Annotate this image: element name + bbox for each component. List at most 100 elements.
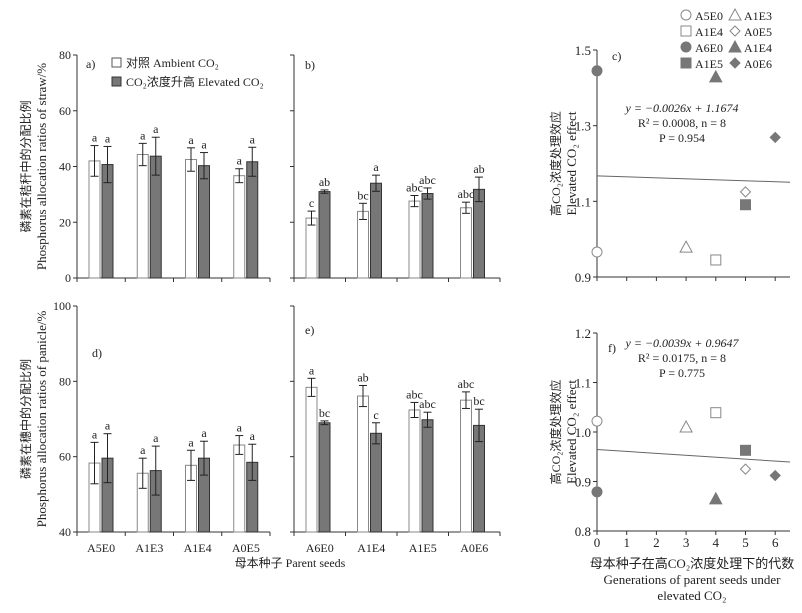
legend-label: A1E3 — [744, 9, 772, 23]
y-tick-label: 0.9 — [575, 270, 591, 285]
y-tick-label: 60 — [59, 104, 71, 118]
bar — [318, 422, 331, 533]
y-tick-label: 1.3 — [575, 119, 591, 134]
category-label: A6E0 — [306, 541, 334, 555]
x-tick-label: 4 — [713, 535, 720, 550]
regression-equation: y = −0.0039x + 0.9647 — [625, 336, 740, 350]
category-label: A0E6 — [460, 541, 488, 555]
x-tick-label: 1 — [623, 535, 630, 550]
significance-letter: abc — [458, 377, 475, 391]
x-axis-title: 母本种子 Parent seeds — [235, 556, 346, 570]
significance-letter: c — [309, 196, 314, 210]
y-axis-title-cn: 高CO₂浓度处理效应 — [548, 380, 563, 485]
diamond-filled-marker — [729, 57, 741, 69]
legend-label-ambient: 对照 Ambient CO₂ — [126, 56, 219, 70]
bar — [460, 399, 472, 533]
y-tick-label: 1.2 — [575, 326, 591, 341]
y-tick-label: 40 — [59, 525, 71, 539]
x-tick-label: 3 — [683, 535, 690, 550]
diamond-open-marker — [739, 186, 752, 198]
legend-label: A1E4 — [744, 41, 772, 55]
category-label: A1E4 — [184, 541, 212, 555]
panel-label: e) — [305, 323, 314, 337]
bar — [233, 175, 246, 279]
bar — [185, 159, 197, 279]
circle-open-marker — [591, 246, 603, 258]
circle-filled-marker — [591, 486, 603, 498]
significance-letter: a — [188, 133, 194, 147]
y-axis-title-en: Elevated CO₂ effect — [564, 111, 579, 215]
significance-letter: c — [373, 408, 378, 422]
significance-letter: a — [140, 128, 146, 142]
bar — [370, 432, 382, 533]
significance-letter: a — [201, 426, 207, 440]
bar — [421, 193, 434, 279]
regression-equation: P = 0.954 — [659, 131, 705, 145]
significance-letter: bc — [319, 406, 330, 420]
significance-letter: a — [105, 131, 111, 145]
y-tick-label: 40 — [59, 160, 71, 174]
y-tick-label: 0.9 — [575, 475, 591, 490]
bar — [421, 419, 434, 533]
significance-letter: abc — [458, 187, 475, 201]
y-axis-title-en: Phosphorus allocation ratios of straw/% — [34, 63, 49, 270]
legend-label: A6E0 — [695, 41, 723, 55]
square-open-marker — [710, 254, 722, 266]
y-tick-label: 1.0 — [575, 425, 591, 440]
bar — [136, 154, 149, 279]
y-tick-label: 0 — [65, 271, 71, 285]
legend-label: A0E6 — [744, 57, 772, 71]
significance-letter: a — [309, 363, 315, 377]
regression-equation: y = −0.0026x + 1.1674 — [625, 101, 739, 115]
diamond-open-marker — [739, 463, 752, 475]
bar — [233, 444, 246, 533]
y-tick-label: 100 — [53, 299, 71, 313]
x-tick-label: 0 — [594, 535, 601, 550]
triangle-filled-marker — [708, 69, 723, 83]
y-tick-label: 20 — [59, 215, 71, 229]
category-label: A5E0 — [87, 541, 115, 555]
significance-letter: a — [92, 131, 98, 145]
triangle-open-marker — [679, 420, 693, 433]
square-open-marker — [710, 407, 722, 419]
bar — [473, 188, 485, 279]
significance-letter: a — [105, 419, 111, 433]
x-tick-label: 2 — [653, 535, 660, 550]
panel-label: a) — [86, 57, 95, 71]
bar — [305, 386, 318, 533]
y-tick-label: 1.5 — [575, 43, 591, 58]
y-axis-title-cn: 磷素在穗中的分配比例 — [18, 359, 33, 479]
bar — [460, 207, 472, 279]
triangle-filled-marker — [728, 39, 742, 53]
y-axis-title-en: Elevated CO₂ effect — [564, 380, 579, 484]
significance-letter: a — [153, 431, 159, 445]
significance-letter: a — [237, 154, 243, 168]
significance-letter: ab — [473, 162, 484, 176]
bar — [305, 217, 318, 279]
regression-line — [596, 175, 791, 183]
significance-letter: abc — [406, 387, 423, 401]
y-tick-label: 0.8 — [575, 524, 591, 539]
x-tick-label: 5 — [742, 535, 749, 550]
regression-equation: R² = 0.0175, n = 8 — [638, 351, 726, 365]
significance-letter: ab — [319, 175, 330, 189]
bar — [318, 191, 331, 279]
x-axis-title: elevated CO₂ — [657, 588, 726, 603]
bar — [408, 200, 421, 279]
x-axis-title: Generations of parent seeds under — [604, 572, 782, 587]
significance-letter: a — [250, 429, 256, 443]
regression-equation: P = 0.775 — [659, 366, 705, 380]
bar — [246, 161, 259, 279]
bar — [370, 182, 382, 279]
significance-letter: abc — [406, 180, 423, 194]
y-axis-title-cn: 磷素在秸秆中的分配比例 — [18, 100, 33, 232]
significance-letter: abc — [419, 397, 436, 411]
panel-label: b) — [305, 58, 315, 72]
y-tick-label: 1.1 — [575, 194, 591, 209]
category-label: A1E5 — [409, 541, 437, 555]
diamond-open-marker — [729, 25, 741, 37]
y-tick-label: 80 — [59, 48, 71, 62]
triangle-filled-marker — [708, 491, 723, 505]
circle-filled-marker — [680, 41, 692, 53]
bar — [408, 409, 421, 533]
